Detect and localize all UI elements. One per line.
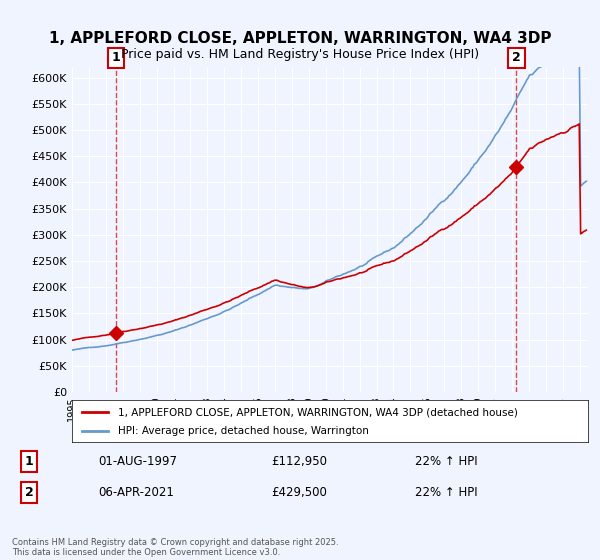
Text: 22% ↑ HPI: 22% ↑ HPI (415, 455, 478, 468)
Text: 1, APPLEFORD CLOSE, APPLETON, WARRINGTON, WA4 3DP: 1, APPLEFORD CLOSE, APPLETON, WARRINGTON… (49, 31, 551, 46)
Text: 1, APPLEFORD CLOSE, APPLETON, WARRINGTON, WA4 3DP (detached house): 1, APPLEFORD CLOSE, APPLETON, WARRINGTON… (118, 407, 518, 417)
Text: £112,950: £112,950 (271, 455, 327, 468)
Text: 06-APR-2021: 06-APR-2021 (98, 486, 174, 499)
Text: 2: 2 (25, 486, 34, 499)
Text: 1: 1 (25, 455, 34, 468)
Text: Contains HM Land Registry data © Crown copyright and database right 2025.
This d: Contains HM Land Registry data © Crown c… (12, 538, 338, 557)
Text: 01-AUG-1997: 01-AUG-1997 (98, 455, 178, 468)
Text: 2: 2 (512, 52, 521, 64)
Text: HPI: Average price, detached house, Warrington: HPI: Average price, detached house, Warr… (118, 426, 370, 436)
Text: 22% ↑ HPI: 22% ↑ HPI (415, 486, 478, 499)
Text: 1: 1 (111, 52, 120, 64)
Text: Price paid vs. HM Land Registry's House Price Index (HPI): Price paid vs. HM Land Registry's House … (121, 48, 479, 60)
Text: £429,500: £429,500 (271, 486, 327, 499)
